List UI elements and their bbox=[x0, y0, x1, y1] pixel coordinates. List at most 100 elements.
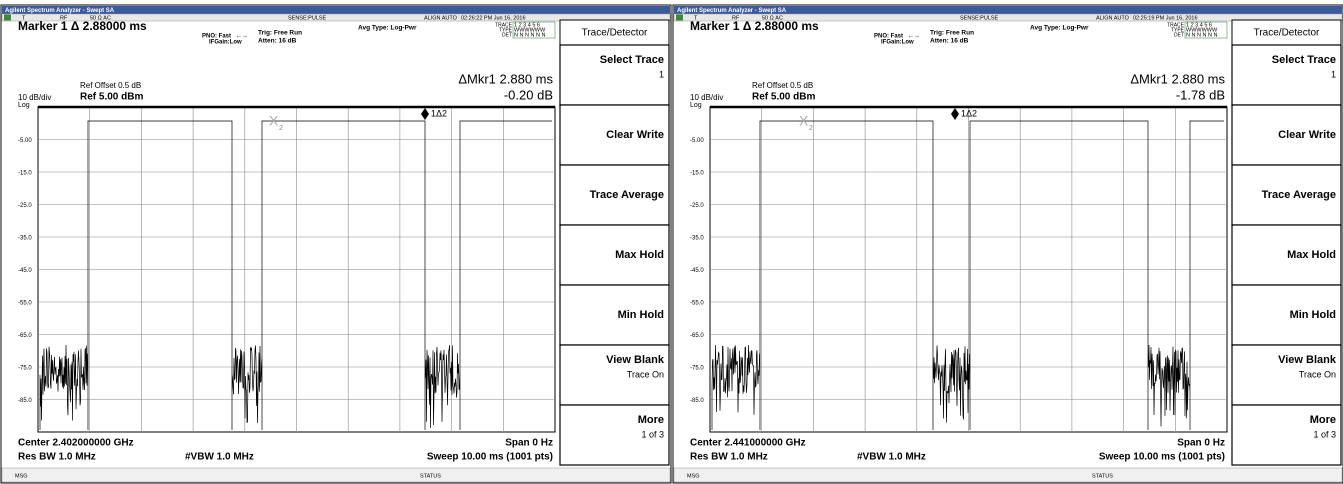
atten: Atten: 16 dB bbox=[930, 38, 969, 45]
msg: MSG bbox=[15, 473, 28, 479]
y-label: -35.0 bbox=[18, 236, 32, 242]
softkey[interactable] bbox=[559, 344, 670, 406]
y-label: -65.0 bbox=[18, 333, 32, 339]
y-label: -55.0 bbox=[690, 301, 704, 307]
softkey-sub: 1 of 3 bbox=[641, 429, 664, 439]
trace-table-values: N N N N N N bbox=[514, 32, 546, 38]
y-label: -85.0 bbox=[18, 398, 32, 404]
delta-marker-diamond bbox=[951, 108, 959, 120]
pno: PNO: Fast bbox=[202, 34, 231, 40]
status-row bbox=[1, 13, 671, 22]
delta-marker: ΔMkr1 2.880 ms bbox=[458, 71, 553, 86]
span: Span 0 Hz bbox=[505, 438, 553, 449]
x-marker-ref: 2 bbox=[279, 125, 283, 132]
ifgain: IFGain:Low bbox=[881, 40, 914, 46]
y-label: -5.00 bbox=[690, 138, 704, 144]
status-input: RF bbox=[732, 15, 740, 21]
y-label: -85.0 bbox=[690, 398, 704, 404]
delta-value: -1.78 dB bbox=[1176, 87, 1225, 102]
trace-table-values: 1 2 3 4 5 6 bbox=[1186, 22, 1212, 28]
trace-table-label: DET bbox=[1174, 32, 1184, 38]
softkey[interactable] bbox=[1231, 104, 1342, 166]
softkey-label: Select Trace bbox=[600, 54, 664, 66]
delta-value: -0.20 dB bbox=[504, 87, 553, 102]
msg: MSG bbox=[687, 473, 700, 479]
trace-table-values: N N N N N N bbox=[1186, 32, 1218, 38]
status-mode: T bbox=[22, 15, 26, 21]
y-label: -55.0 bbox=[18, 301, 32, 307]
ref-offset: Ref Offset 0.5 dB bbox=[80, 81, 141, 90]
y-label: -75.0 bbox=[690, 366, 704, 372]
trace bbox=[711, 120, 1224, 430]
softkey-label: Trace Average bbox=[590, 189, 664, 201]
softkey-sub: Trace On bbox=[1299, 369, 1336, 379]
status-align: ALIGN AUTO bbox=[1096, 15, 1130, 21]
softkey[interactable] bbox=[559, 164, 670, 226]
softkey[interactable] bbox=[1231, 44, 1342, 106]
y-label: -45.0 bbox=[690, 268, 704, 274]
pno: PNO: Fast bbox=[874, 34, 903, 40]
status-datetime: 02:25:19 PM Jun 16, 2016 bbox=[1133, 15, 1198, 21]
trace-table-box bbox=[512, 21, 556, 39]
menu-title: Trace/Detector bbox=[582, 28, 648, 39]
marker-readout: Marker 1 Δ 2.88000 ms bbox=[690, 19, 819, 33]
softkey[interactable] bbox=[559, 104, 670, 166]
trace-table-values: 1 2 3 4 5 6 bbox=[514, 22, 540, 28]
avg-type: Avg Type: Log-Pwr bbox=[1030, 25, 1089, 32]
softkey-label: Max Hold bbox=[1287, 249, 1336, 261]
message-bar bbox=[1, 467, 671, 483]
softkey[interactable] bbox=[559, 404, 670, 466]
softkey-sub: Trace On bbox=[627, 369, 664, 379]
delta-marker: ΔMkr1 2.880 ms bbox=[1130, 71, 1225, 86]
delta-marker-diamond bbox=[421, 108, 429, 120]
scale-type: Log bbox=[18, 102, 30, 109]
arrow-icon: ←→ bbox=[236, 34, 248, 40]
softkey[interactable] bbox=[559, 224, 670, 286]
x-marker: X bbox=[799, 113, 809, 129]
message-bar bbox=[673, 467, 1343, 483]
span: Span 0 Hz bbox=[1177, 438, 1225, 449]
sweep: Sweep 10.00 ms (1001 pts) bbox=[1099, 452, 1225, 463]
y-label: -45.0 bbox=[18, 268, 32, 274]
delta-marker-label: 1Δ2 bbox=[961, 108, 977, 118]
softkey-sub: 1 of 3 bbox=[1313, 429, 1336, 439]
ref-level: Ref 5.00 dBm bbox=[80, 92, 143, 103]
softkey-label: Max Hold bbox=[615, 249, 664, 261]
softkey-label: Clear Write bbox=[606, 129, 664, 141]
menu-title-box bbox=[1231, 19, 1342, 46]
trace-table-values: WWWWWW bbox=[514, 27, 546, 33]
softkey[interactable] bbox=[559, 44, 670, 106]
sweep: Sweep 10.00 ms (1001 pts) bbox=[427, 452, 553, 463]
y-label: -5.00 bbox=[18, 138, 32, 144]
menu-title: Trace/Detector bbox=[1254, 28, 1320, 39]
softkey-sub: 1 bbox=[1331, 69, 1336, 79]
scale: 10 dB/div bbox=[18, 93, 51, 102]
softkey-label: View Blank bbox=[606, 354, 665, 366]
trace-table-label: DET bbox=[502, 32, 512, 38]
trig: Trig: Free Run bbox=[258, 30, 302, 37]
softkey[interactable] bbox=[1231, 224, 1342, 286]
ifgain: IFGain:Low bbox=[209, 40, 242, 46]
softkey-label: Clear Write bbox=[1278, 129, 1336, 141]
atten: Atten: 16 dB bbox=[258, 38, 297, 45]
trace-table-values: WWWWWW bbox=[1186, 27, 1218, 33]
softkey[interactable] bbox=[1231, 404, 1342, 466]
x-marker: X bbox=[269, 113, 279, 129]
status-label: STATUS bbox=[1092, 473, 1113, 479]
softkey-label: View Blank bbox=[1278, 354, 1337, 366]
status-sense: SENSE:PULSE bbox=[960, 15, 999, 21]
trace-table-label: TYPE bbox=[1171, 27, 1185, 33]
res-bw: Res BW 1.0 MHz bbox=[18, 452, 96, 463]
scale-type: Log bbox=[690, 102, 702, 109]
app-title-bar bbox=[674, 6, 1342, 14]
y-label: -75.0 bbox=[18, 366, 32, 372]
app-title: Agilent Spectrum Analyzer - Swept SA bbox=[677, 8, 787, 14]
y-label: -15.0 bbox=[18, 171, 32, 177]
res-bw: Res BW 1.0 MHz bbox=[690, 452, 768, 463]
softkey[interactable] bbox=[559, 284, 670, 346]
status-impedance: 50 Ω AC bbox=[90, 15, 111, 21]
y-label: -35.0 bbox=[690, 236, 704, 242]
status-align: ALIGN AUTO bbox=[424, 15, 458, 21]
status-row bbox=[673, 13, 1343, 22]
softkey-sub: 1 bbox=[659, 69, 664, 79]
